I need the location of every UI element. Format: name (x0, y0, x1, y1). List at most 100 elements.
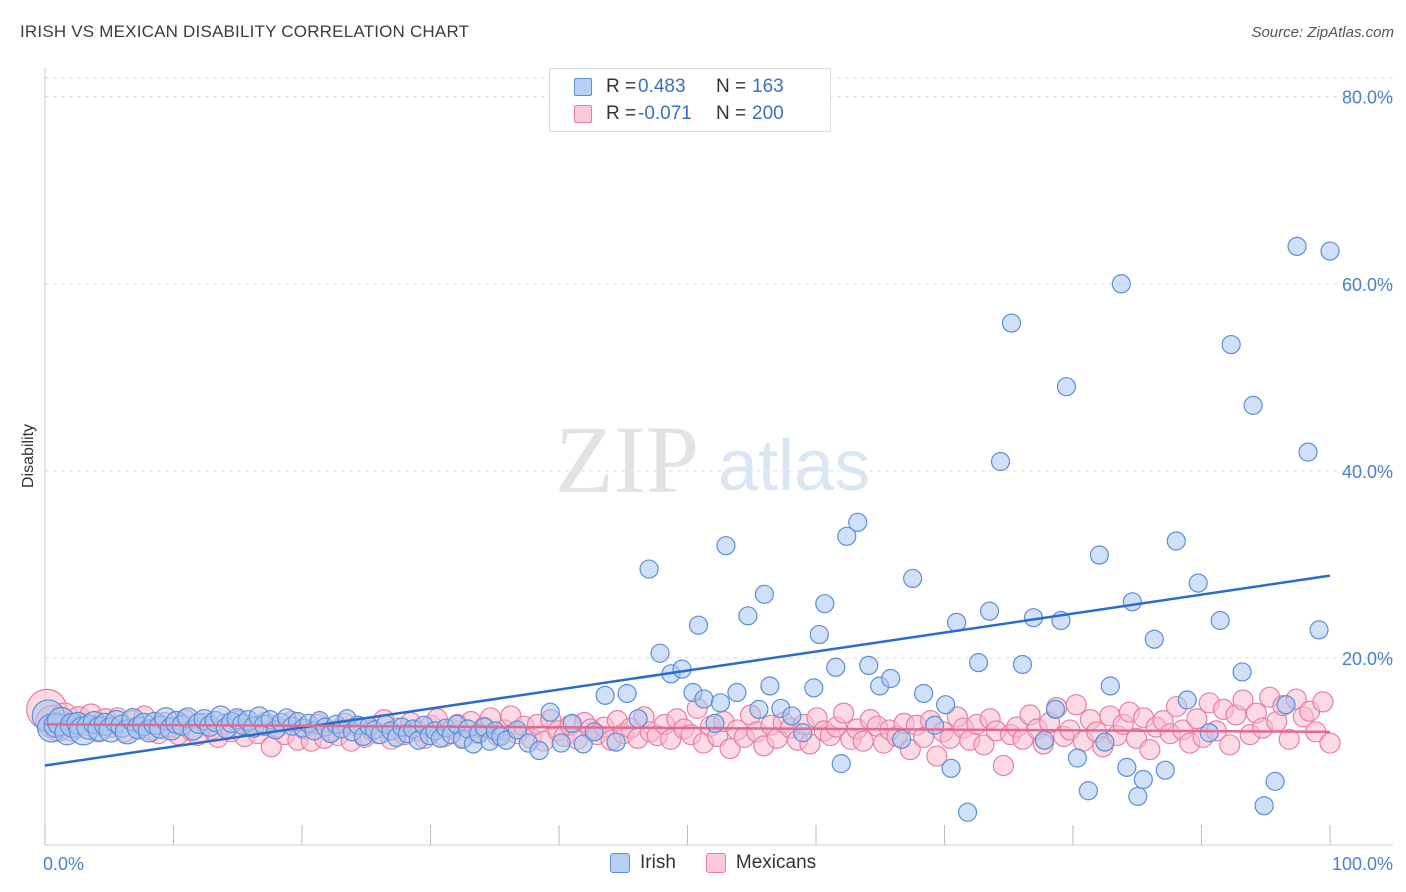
irish-point (1111, 274, 1131, 294)
irish-point (859, 655, 879, 676)
x-tick-labels: 0.0% 100.0% (43, 854, 1393, 874)
irish-point (760, 676, 780, 696)
irish-point (1320, 241, 1340, 261)
irish-point (1221, 334, 1241, 355)
legend-r-label: R = (606, 103, 637, 124)
irish-point (562, 713, 582, 734)
irish-point (540, 702, 560, 722)
y-tick-labels: 20.0% 40.0% 60.0% 80.0% (1342, 88, 1393, 669)
irish-point (1089, 545, 1109, 565)
irish-point (1309, 620, 1329, 640)
irish-point (1243, 395, 1263, 415)
irish-point (595, 685, 615, 705)
irish-point (584, 722, 604, 742)
legend-box: R = 0.483 N = 163 R = -0.071 N = 200 (549, 68, 831, 132)
y-tick-label: 20.0% (1342, 649, 1393, 669)
irish-point (1254, 796, 1274, 816)
irish-point (716, 536, 736, 556)
irish-point (1001, 313, 1022, 333)
bottom-legend-mexicans-label: Mexicans (735, 852, 817, 873)
irish-point (1122, 592, 1142, 612)
irish-point (1045, 699, 1066, 719)
irish-point (529, 740, 549, 761)
irish-point (831, 754, 851, 774)
irish-point (1265, 771, 1285, 791)
mexicans-point (1186, 708, 1208, 730)
irish-point (815, 594, 835, 614)
irish-point (990, 451, 1011, 472)
legend-n-value: 200 (752, 103, 784, 124)
irish-point (710, 693, 731, 713)
irish-point (914, 683, 934, 704)
irish-point (1210, 610, 1230, 631)
irish-point (903, 568, 923, 589)
mexicans-point (852, 730, 874, 752)
irish-point (826, 657, 846, 677)
irish-point (782, 706, 802, 726)
irish-point (1056, 377, 1077, 397)
irish-point (941, 758, 961, 778)
irish-point (551, 733, 571, 753)
irish-point (804, 678, 824, 698)
irish-point (848, 512, 868, 532)
mexicans-point (1232, 689, 1254, 711)
irish-point (957, 802, 978, 822)
irish-point (1034, 730, 1055, 750)
irish-point (979, 601, 1000, 621)
irish-point (1298, 442, 1318, 462)
irish-point (1232, 662, 1252, 682)
irish-point (617, 683, 637, 704)
irish-point (738, 606, 758, 626)
irish-point (688, 615, 709, 635)
irish-trend-line (44, 574, 1331, 767)
watermark-atlas: atlas (718, 426, 870, 506)
irish-point (892, 729, 912, 749)
irish-point (881, 668, 901, 689)
irish-point (793, 723, 813, 743)
mexicans-point (1278, 728, 1300, 750)
irish-point (925, 715, 945, 735)
irish-point (1067, 748, 1087, 768)
irish-point (672, 659, 692, 679)
watermark: ZIP atlas (555, 406, 870, 513)
irish-point (639, 559, 659, 579)
irish-point (935, 695, 956, 715)
irish-point (1095, 732, 1115, 752)
irish-point (1117, 757, 1137, 777)
irish-point (1012, 654, 1033, 675)
irish-point (1078, 781, 1098, 801)
gridlines (45, 77, 1393, 659)
x-tick-label: 0.0% (43, 854, 84, 874)
chart-title: IRISH VS MEXICAN DISABILITY CORRELATION … (20, 22, 470, 41)
irish-point (1128, 786, 1148, 806)
irish-point (694, 689, 714, 709)
mexicans-swatch (574, 105, 592, 123)
bottom-legend-mexicans[interactable]: Mexicans (705, 852, 817, 874)
irish-point (606, 732, 626, 752)
irish-point (754, 584, 774, 604)
bottom-legend-irish[interactable]: Irish (610, 852, 676, 874)
irish-point (573, 734, 593, 754)
legend-r-value: 0.483 (638, 76, 686, 97)
mexicans-point (992, 754, 1015, 777)
y-axis-label: Disability (20, 424, 37, 488)
bottom-legend: Irish Mexicans (610, 852, 846, 874)
mexicans-point (833, 702, 855, 724)
mexicans-point (926, 745, 948, 767)
trend-lines (44, 574, 1331, 767)
irish-point (650, 643, 670, 663)
irish-point (1133, 769, 1153, 790)
mexicans-point (719, 738, 741, 760)
irish-point (1199, 723, 1219, 743)
mexicans-swatch (705, 853, 726, 873)
watermark-zip: ZIP (555, 406, 699, 513)
irish-point (1144, 629, 1164, 649)
irish-point (1188, 573, 1208, 593)
y-tick-label: 80.0% (1342, 88, 1393, 108)
irish-point (809, 624, 829, 645)
irish-swatch (610, 853, 630, 873)
mexicans-point (1312, 691, 1334, 713)
irish-point (1177, 690, 1197, 710)
irish-point (1166, 531, 1186, 551)
